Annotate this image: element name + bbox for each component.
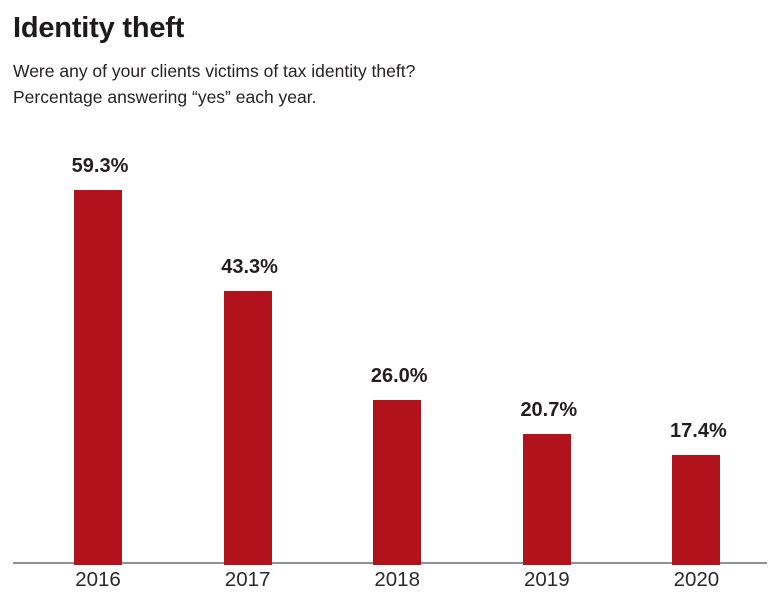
x-axis-tick-label: 2020 (673, 568, 720, 591)
bar (74, 189, 122, 565)
page-title: Identity theft (13, 12, 185, 44)
bar-value-label: 20.7% (520, 399, 578, 421)
x-axis-tick-label: 2018 (374, 568, 420, 591)
bar (223, 290, 272, 565)
bar (672, 454, 721, 565)
bar (373, 400, 422, 565)
chart-subtitle: Were any of your clients victims of tax … (13, 58, 415, 110)
bar-value-label: 17.4% (670, 419, 727, 442)
chart-subtitle-line2: Percentage answering “yes” each year. (13, 87, 317, 107)
x-axis-tick-label: 2017 (224, 568, 271, 591)
bar-value-label: 43.3% (221, 255, 278, 278)
chart-subtitle-line1: Were any of your clients victims of tax … (13, 61, 416, 81)
x-axis-tick-label: 2016 (75, 568, 121, 591)
x-axis-tick-label: 2019 (523, 568, 570, 591)
bar-value-label: 59.3% (71, 154, 129, 177)
bar (522, 434, 571, 565)
bar-value-label: 26.0% (370, 365, 428, 388)
